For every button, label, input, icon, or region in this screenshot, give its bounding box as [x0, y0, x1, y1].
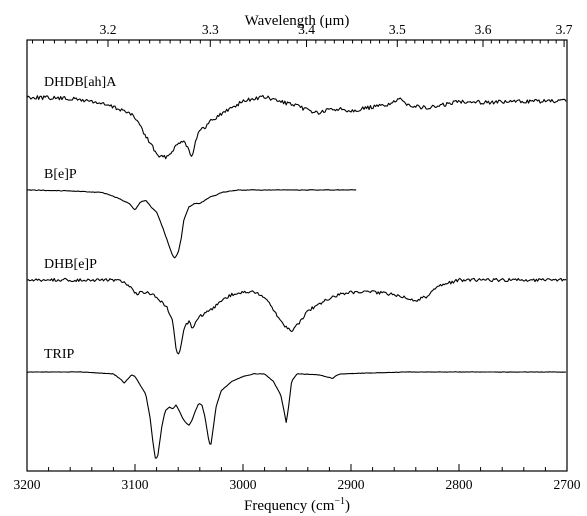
top-axis-title: Wavelength (μm): [245, 13, 350, 29]
top-tick-label: 3.2: [100, 22, 117, 37]
series-3: DHB[e]P: [26, 257, 567, 355]
bottom-tick-label: 2800: [446, 477, 473, 492]
series-1: DHDB[ah]A: [26, 75, 567, 160]
top-tick-label: 3.6: [475, 22, 492, 37]
top-tick-label: 3.3: [202, 22, 219, 37]
series-layer: DHDB[ah]A B[e]P DHB[e]P TRIP: [26, 75, 567, 459]
series-line: [26, 94, 567, 160]
top-tick-label: 3.5: [389, 22, 406, 37]
bottom-axis-ticks: 3200 3100 3000 2900 2800 2700: [14, 464, 581, 492]
bottom-tick-label: 3000: [230, 477, 257, 492]
bottom-axis-title-superscript: −1: [334, 496, 345, 507]
bottom-tick-label: 2900: [338, 477, 365, 492]
series-label: B[e]P: [44, 167, 77, 182]
bottom-tick-label: 3200: [14, 477, 41, 492]
bottom-axis-title: Frequency (cm−1): [244, 496, 350, 514]
series-line: [26, 277, 567, 355]
top-tick-label: 3.7: [556, 22, 573, 37]
series-label: DHB[e]P: [44, 257, 97, 272]
bottom-tick-label: 3100: [122, 477, 149, 492]
series-4: TRIP: [26, 347, 567, 459]
series-label: DHDB[ah]A: [44, 75, 117, 90]
top-axis-ticks: 3.2 3.3 3.4 3.5 3.6 3.7: [32, 22, 573, 47]
series-line: [26, 371, 567, 459]
top-tick-label: 3.4: [298, 22, 315, 37]
bottom-tick-label: 2700: [554, 477, 581, 492]
series-line: [26, 189, 357, 259]
series-label: TRIP: [44, 347, 75, 362]
series-2: B[e]P: [26, 167, 357, 259]
